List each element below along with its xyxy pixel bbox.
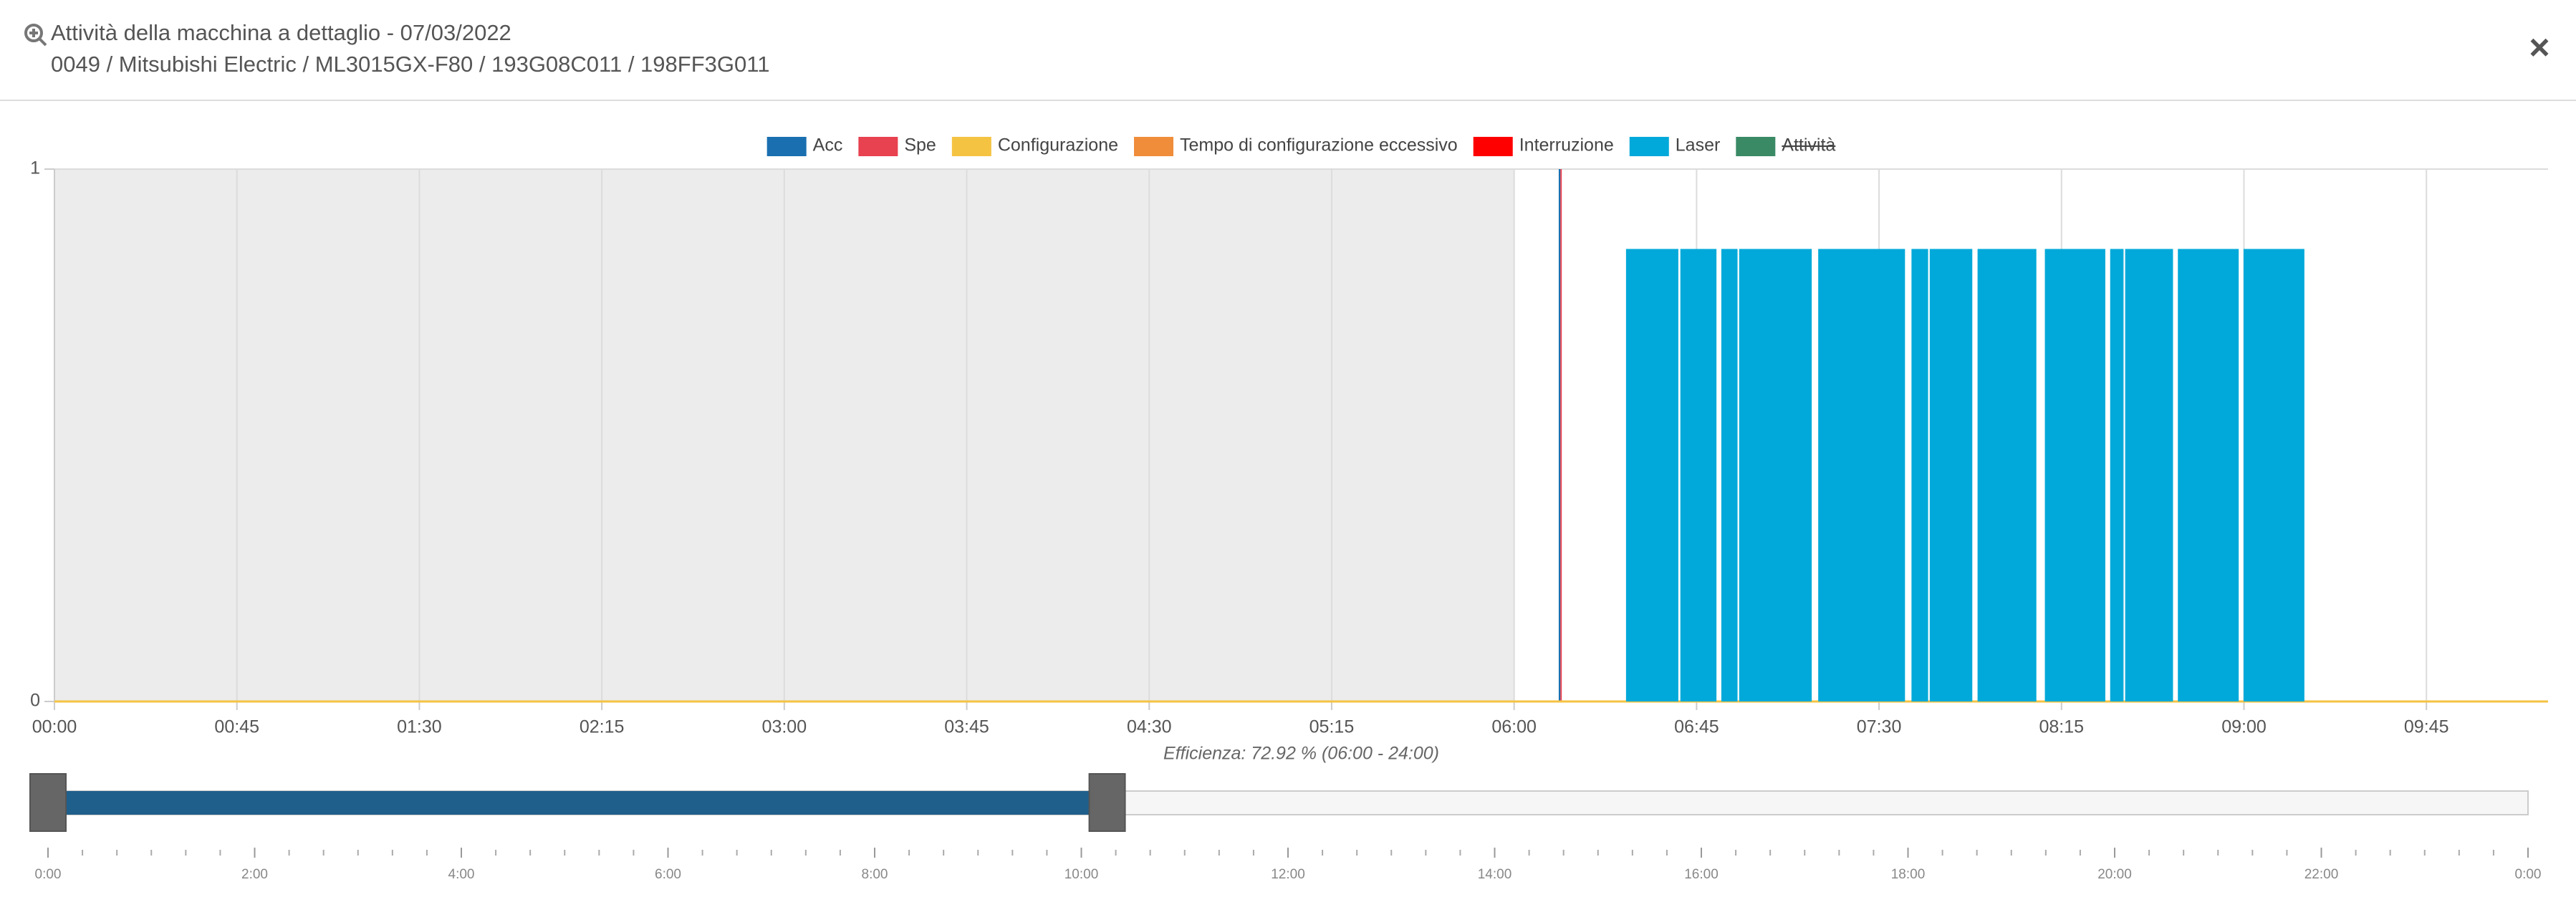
segment <box>1929 249 1973 701</box>
close-button[interactable]: × <box>2529 27 2549 67</box>
x-tick-label: 05:15 <box>1309 717 1355 737</box>
legend-item[interactable]: Attività <box>1736 135 1835 156</box>
legend-swatch <box>1736 137 1776 156</box>
navigator-tick-label: 16:00 <box>1684 867 1719 882</box>
legend-label: Laser <box>1676 135 1721 155</box>
legend-label: Interruzione <box>1519 135 1614 155</box>
x-tick-label: 00:45 <box>214 717 259 737</box>
x-tick-label: 08:15 <box>2039 717 2084 737</box>
legend-label: Spe <box>904 135 936 155</box>
navigator-tick-label: 8:00 <box>862 867 888 882</box>
legend-swatch <box>951 137 991 156</box>
navigator-tick-label: 18:00 <box>1891 867 1926 882</box>
x-tick-label: 01:30 <box>397 717 442 737</box>
segment <box>1558 169 1561 701</box>
x-tick-label: 06:45 <box>1674 717 1719 737</box>
legend-swatch <box>766 137 807 156</box>
navigator-handle[interactable] <box>29 773 67 832</box>
x-tick-label: 03:00 <box>762 717 807 737</box>
y-tick-label: 0 <box>30 691 40 711</box>
x-tick-label: 03:45 <box>944 717 989 737</box>
segment <box>1721 249 1738 701</box>
navigator-tick-label: 10:00 <box>1064 867 1099 882</box>
navigator-selection <box>48 791 1107 815</box>
legend-swatch <box>1629 137 1669 156</box>
zoom-icon <box>24 24 47 47</box>
legend-item[interactable]: Tempo di configurazione eccessivo <box>1134 135 1458 156</box>
x-tick-label: 07:30 <box>1857 717 1902 737</box>
x-tick-label: 00:00 <box>32 717 77 737</box>
legend-item[interactable]: Laser <box>1629 135 1721 156</box>
legend-label: Configurazione <box>998 135 1118 155</box>
navigator-tick-label: 2:00 <box>241 867 268 882</box>
segment <box>2243 249 2305 701</box>
segment <box>2178 249 2239 701</box>
navigator-tick-label: 0:00 <box>35 867 62 882</box>
navigator-tick-label: 12:00 <box>1271 867 1305 882</box>
segment <box>1911 249 1928 701</box>
segment <box>1739 249 1812 701</box>
legend: Acc Spe Configurazione Tempo di configurazi… <box>766 135 1835 156</box>
legend-label: Acc <box>813 135 843 155</box>
legend-swatch <box>858 137 898 156</box>
legend-item[interactable]: Interruzione <box>1473 135 1614 156</box>
x-tick-label: 09:45 <box>2404 717 2449 737</box>
legend-swatch <box>1473 137 1513 156</box>
legend-swatch <box>1134 137 1174 156</box>
x-tick-label: 09:00 <box>2221 717 2267 737</box>
x-tick-label: 02:15 <box>580 717 625 737</box>
segment <box>1977 249 2037 701</box>
modal-title: Attività della macchina a dettaglio - 07… <box>51 20 511 45</box>
segment <box>54 700 2548 703</box>
modal-subtitle: 0049 / Mitsubishi Electric / ML3015GX-F8… <box>51 52 769 77</box>
segment <box>2110 249 2124 701</box>
x-tick-label: 06:00 <box>1491 717 1537 737</box>
segment <box>1560 169 1562 701</box>
navigator-tick-label: 0:00 <box>2515 867 2542 882</box>
segment <box>1680 249 1717 701</box>
navigator-tick-label: 20:00 <box>2097 867 2132 882</box>
navigator-tick-label: 22:00 <box>2305 867 2339 882</box>
segment <box>1625 249 1678 701</box>
segment <box>1818 249 1905 701</box>
legend-item[interactable]: Spe <box>858 135 936 156</box>
legend-label: Tempo di configurazione eccessivo <box>1180 135 1458 155</box>
chart-subtitle: Efficienza: 72.92 % (06:00 - 24:00) <box>1163 744 1439 764</box>
legend-item[interactable]: Acc <box>766 135 843 156</box>
segment <box>2125 249 2173 701</box>
y-tick-label: 1 <box>30 158 40 178</box>
segment <box>2044 249 2105 701</box>
legend-item[interactable]: Configurazione <box>951 135 1118 156</box>
navigator-tick-label: 6:00 <box>655 867 681 882</box>
navigator-handle[interactable] <box>1088 773 1126 832</box>
x-tick-label: 04:30 <box>1127 717 1172 737</box>
legend-label: Attività <box>1782 135 1835 155</box>
navigator-tick-label: 14:00 <box>1478 867 1512 882</box>
navigator-tick-label: 4:00 <box>448 867 475 882</box>
